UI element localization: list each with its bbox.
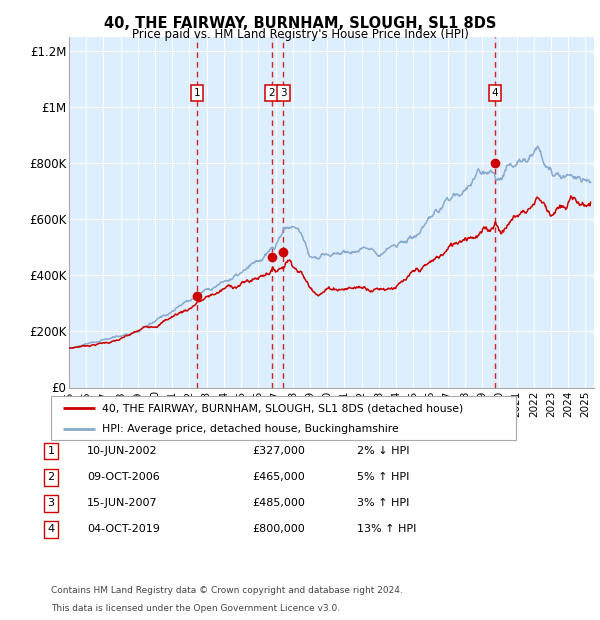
Text: 09-OCT-2006: 09-OCT-2006 [87, 472, 160, 482]
Text: 2% ↓ HPI: 2% ↓ HPI [357, 446, 409, 456]
Text: 40, THE FAIRWAY, BURNHAM, SLOUGH, SL1 8DS: 40, THE FAIRWAY, BURNHAM, SLOUGH, SL1 8D… [104, 16, 496, 30]
Text: Price paid vs. HM Land Registry's House Price Index (HPI): Price paid vs. HM Land Registry's House … [131, 28, 469, 41]
Text: 15-JUN-2007: 15-JUN-2007 [87, 498, 158, 508]
Text: 2: 2 [268, 88, 275, 98]
Text: 1: 1 [194, 88, 200, 98]
Text: 3: 3 [47, 498, 55, 508]
Text: 40, THE FAIRWAY, BURNHAM, SLOUGH, SL1 8DS (detached house): 40, THE FAIRWAY, BURNHAM, SLOUGH, SL1 8D… [102, 403, 463, 413]
Text: 3: 3 [280, 88, 287, 98]
Text: £800,000: £800,000 [252, 525, 305, 534]
Text: 2: 2 [47, 472, 55, 482]
Text: £465,000: £465,000 [252, 472, 305, 482]
Text: £485,000: £485,000 [252, 498, 305, 508]
FancyBboxPatch shape [51, 396, 516, 440]
Text: 4: 4 [492, 88, 499, 98]
Text: 5% ↑ HPI: 5% ↑ HPI [357, 472, 409, 482]
Text: 4: 4 [47, 525, 55, 534]
Text: 04-OCT-2019: 04-OCT-2019 [87, 525, 160, 534]
Text: HPI: Average price, detached house, Buckinghamshire: HPI: Average price, detached house, Buck… [102, 424, 399, 434]
Text: £327,000: £327,000 [252, 446, 305, 456]
Text: Contains HM Land Registry data © Crown copyright and database right 2024.: Contains HM Land Registry data © Crown c… [51, 586, 403, 595]
Text: This data is licensed under the Open Government Licence v3.0.: This data is licensed under the Open Gov… [51, 603, 340, 613]
Text: 13% ↑ HPI: 13% ↑ HPI [357, 525, 416, 534]
Text: 3% ↑ HPI: 3% ↑ HPI [357, 498, 409, 508]
Text: 1: 1 [47, 446, 55, 456]
Text: 10-JUN-2002: 10-JUN-2002 [87, 446, 158, 456]
